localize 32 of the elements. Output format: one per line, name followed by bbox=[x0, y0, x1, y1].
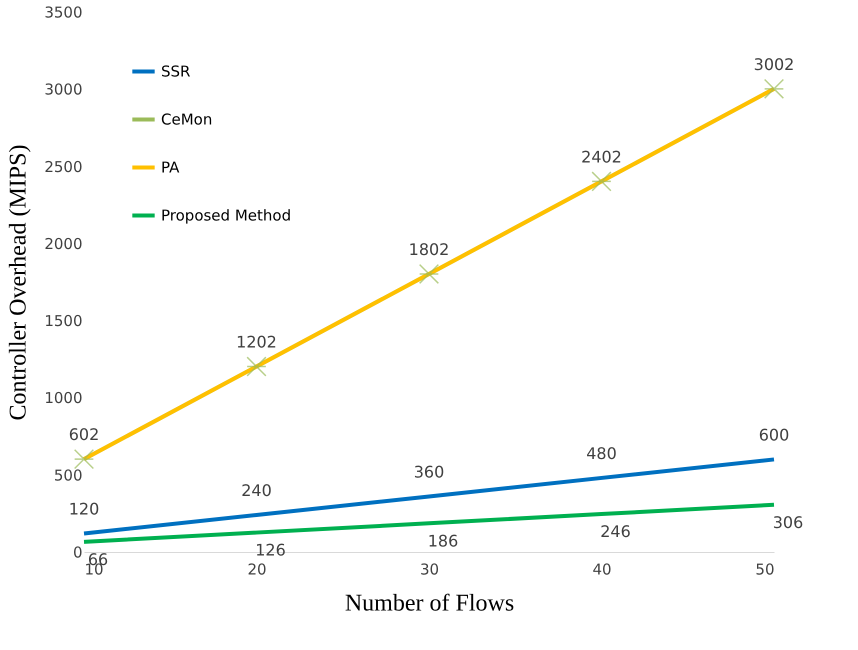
data-label: 126 bbox=[255, 540, 286, 560]
y-tick-label: 3500 bbox=[44, 4, 82, 22]
y-axis-title: Controller Overhead (MIPS) bbox=[5, 144, 32, 420]
data-label: 246 bbox=[600, 522, 631, 542]
data-label: 1802 bbox=[408, 240, 450, 259]
y-tick-label: 3000 bbox=[44, 80, 82, 99]
x-tick-label: 50 bbox=[755, 560, 774, 578]
data-label: 480 bbox=[586, 444, 617, 463]
data-label: 3002 bbox=[754, 54, 794, 74]
x-tick-label: 20 bbox=[247, 560, 267, 578]
y-tick-label: 0 bbox=[72, 544, 82, 562]
data-label: 240 bbox=[241, 480, 272, 500]
x-axis-title: Number of Flows bbox=[344, 590, 514, 616]
x-tick-label: 40 bbox=[592, 560, 612, 578]
data-label: 2402 bbox=[581, 147, 622, 166]
legend-label: CeMon bbox=[161, 110, 212, 128]
y-tick-label: 1500 bbox=[44, 312, 82, 330]
x-tick-label: 30 bbox=[420, 560, 440, 578]
data-label: 600 bbox=[758, 425, 790, 444]
legend-label: PA bbox=[161, 158, 180, 176]
data-label: 306 bbox=[772, 512, 804, 532]
data-label: 186 bbox=[428, 531, 458, 550]
data-label: 360 bbox=[414, 462, 444, 482]
legend-label: Proposed Method bbox=[161, 206, 292, 224]
y-tick-label: 2000 bbox=[44, 234, 82, 253]
data-label: 1202 bbox=[236, 332, 277, 352]
legend-label: SSR bbox=[161, 62, 190, 80]
y-tick-label: 2500 bbox=[44, 158, 82, 176]
y-tick-label: 500 bbox=[54, 466, 82, 484]
data-label: 602 bbox=[68, 425, 100, 444]
y-tick-label: 1000 bbox=[44, 389, 82, 408]
data-label: 120 bbox=[68, 499, 100, 518]
